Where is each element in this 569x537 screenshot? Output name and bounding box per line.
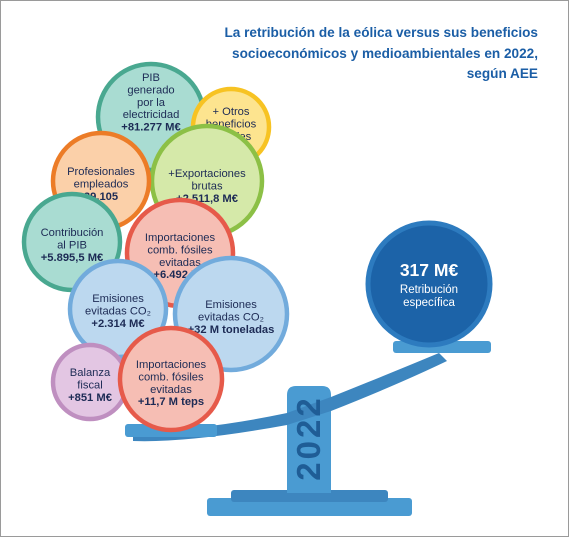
- bubble-label-line: +Exportaciones: [168, 168, 246, 180]
- bubble-value: +11,7 M teps: [138, 396, 204, 408]
- bubble-label-line: Balanza: [70, 367, 111, 379]
- bubble-label-line: Profesionales: [67, 166, 135, 178]
- bubble-label-line: evitadas: [159, 257, 201, 269]
- retribution-circle: [365, 220, 493, 348]
- bubble-label-line: Importaciones: [136, 359, 207, 371]
- bubble-value: +2.314 M€: [91, 318, 145, 330]
- bubble-label-line: al PIB: [57, 239, 87, 251]
- bubble-label-line: evitadas CO₂: [198, 311, 264, 323]
- bubble-label-line: empleados: [74, 178, 129, 190]
- bubble-label-line: Emisiones: [205, 299, 257, 311]
- bubble-label-line: por la: [137, 97, 166, 109]
- bubble-value: +81.277 M€: [121, 122, 181, 134]
- bubble-label-line: electricidad: [123, 109, 180, 121]
- bubble-label-line: fiscal: [77, 379, 103, 391]
- bubble-label-line: evitadas CO₂: [85, 305, 151, 317]
- bubble-value: +32 M toneladas: [188, 324, 275, 336]
- bubble-label-line: generado: [127, 84, 174, 96]
- bubble-label-line: comb. fósiles: [147, 244, 213, 256]
- retribution-weight: 317 M€ Retribución específica: [365, 220, 493, 348]
- bubble-label-line: brutas: [191, 180, 222, 192]
- bubble-label-line: evitadas: [150, 384, 192, 396]
- scale-base-step: [231, 490, 388, 502]
- bubble-label-line: Importaciones: [145, 232, 216, 244]
- scale-base: [207, 498, 412, 516]
- bubble-label-line: beneficios: [206, 118, 257, 130]
- retribution-value: 317 M€: [400, 260, 459, 280]
- year-label: 2022: [290, 395, 327, 480]
- bubble-value: +851 M€: [68, 392, 113, 404]
- retribution-label-line: específica: [403, 297, 455, 309]
- bubble-label-line: comb. fósiles: [138, 371, 204, 383]
- bubble-label-line: PIB: [142, 72, 160, 84]
- bubble-value: +5.895,5 M€: [41, 252, 104, 264]
- infographic-title: La retribución de la eólica versus sus b…: [224, 25, 538, 81]
- bubble-label-line: Emisiones: [92, 293, 144, 305]
- bubble-circle: [117, 325, 225, 433]
- retribution-label-line: Retribución: [400, 284, 458, 296]
- bubble-label-line: Contribución: [41, 227, 104, 239]
- bubble-label-line: + Otros: [213, 106, 250, 118]
